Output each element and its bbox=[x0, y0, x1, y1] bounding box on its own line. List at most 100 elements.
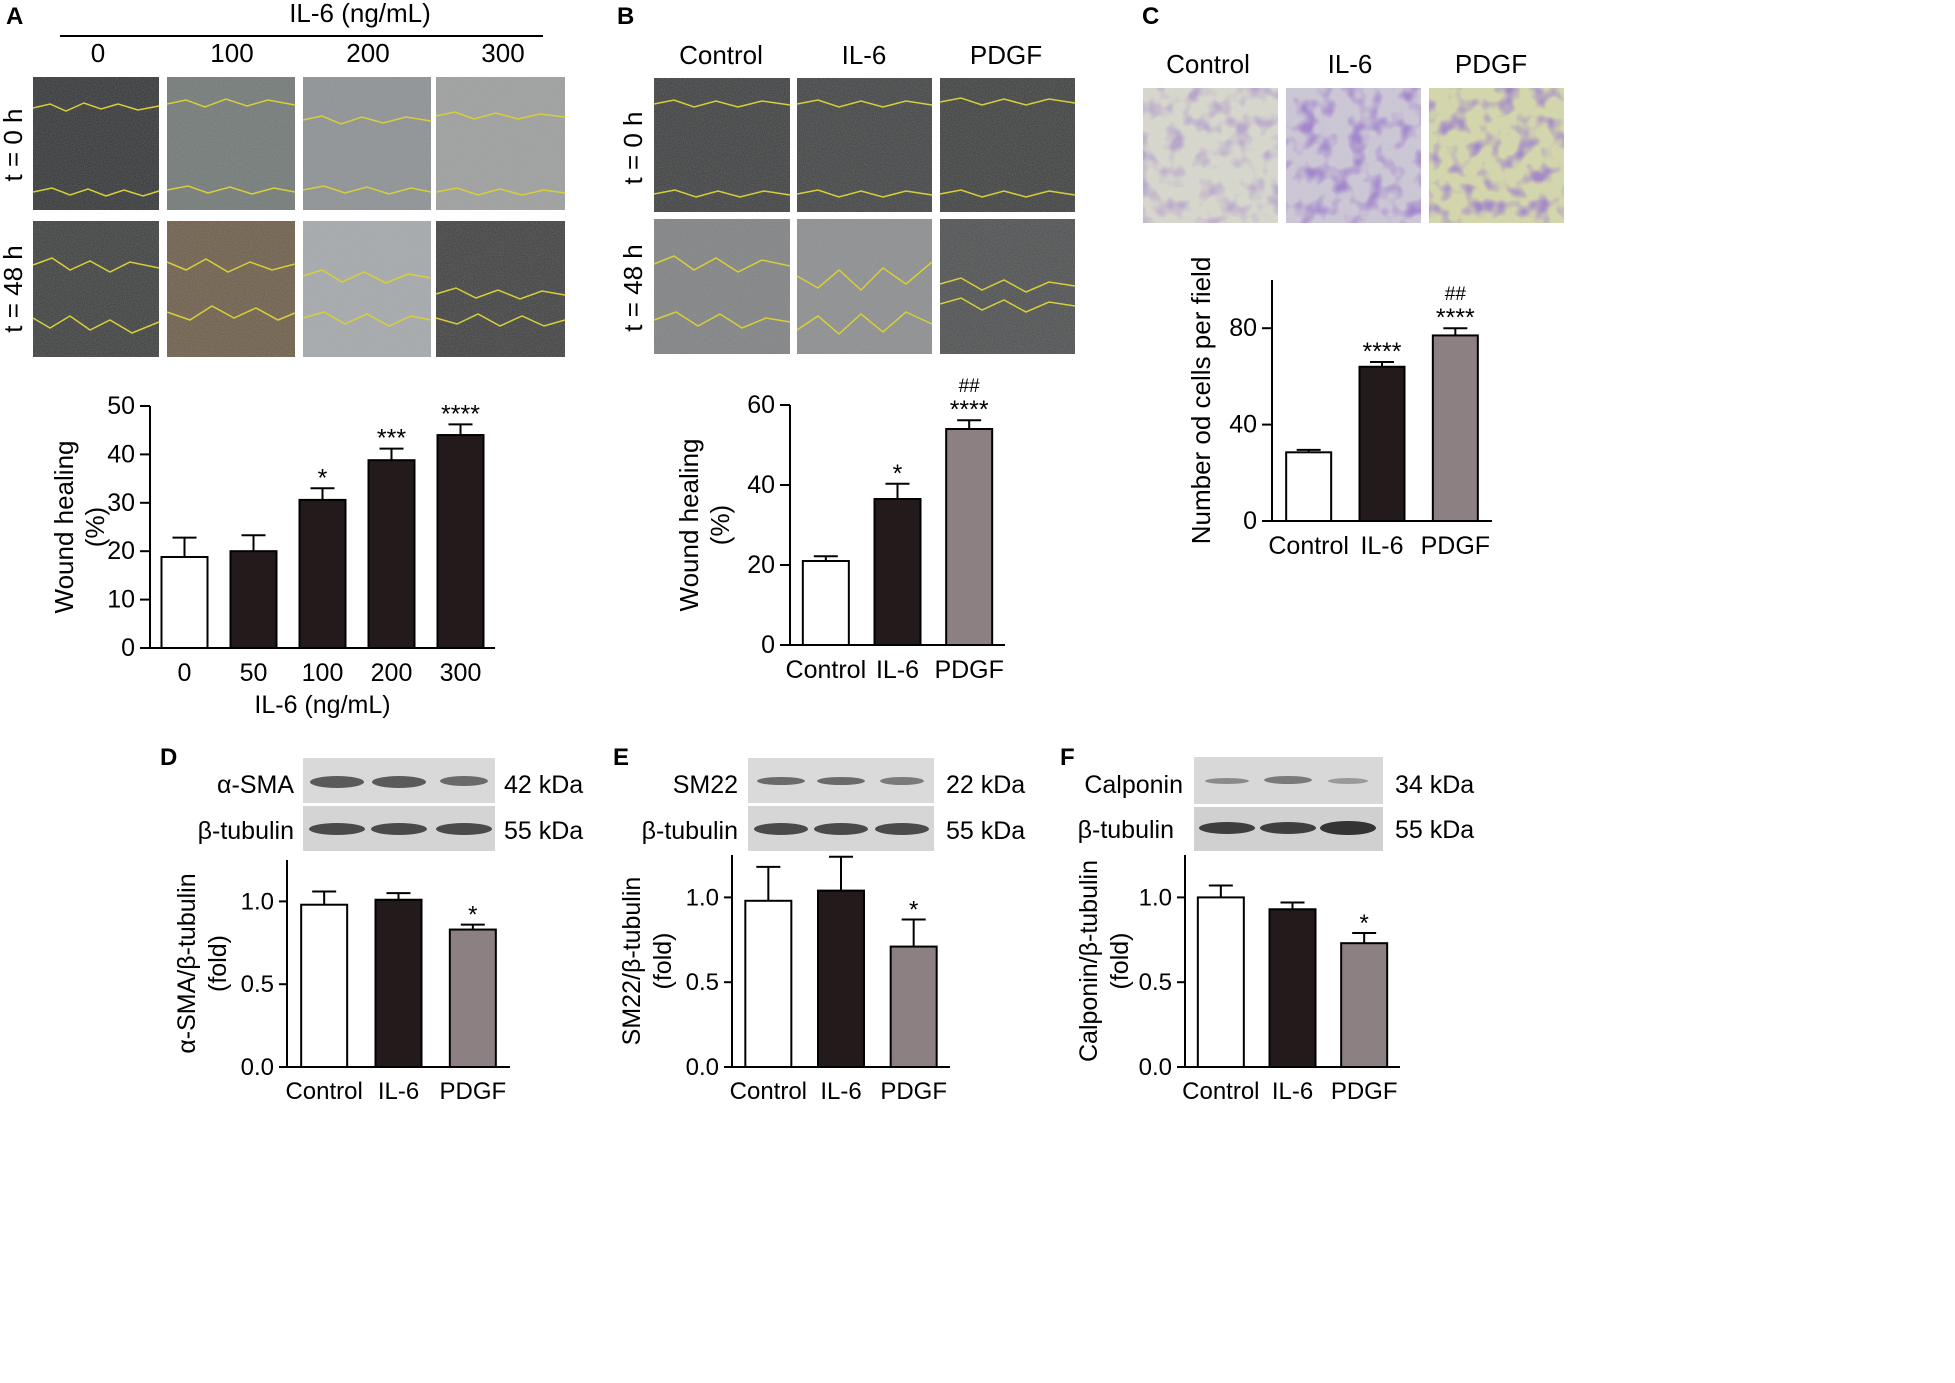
panel-c-col-3: PDGF bbox=[1455, 49, 1527, 79]
y-axis-label: (fold) bbox=[1106, 933, 1134, 990]
micrograph-a-0h-200 bbox=[302, 77, 432, 210]
y-tick-label: 20 bbox=[747, 551, 775, 579]
blot-band bbox=[875, 823, 929, 835]
blot-band bbox=[440, 776, 488, 786]
x-tick-label: Control bbox=[786, 656, 867, 684]
x-tick-label: PDGF bbox=[880, 1078, 947, 1105]
micrograph-b-48h-control bbox=[653, 219, 791, 354]
bar bbox=[1196, 896, 1245, 1069]
x-tick-label: 300 bbox=[440, 659, 482, 687]
micrograph-b-48h-pdgf bbox=[939, 219, 1076, 354]
y-tick-label: 40 bbox=[1229, 411, 1257, 439]
micrograph-b-0h-control bbox=[653, 78, 791, 212]
bar bbox=[1358, 365, 1406, 523]
y-axis-label: Wound healing bbox=[49, 441, 79, 614]
x-tick-label: PDGF bbox=[934, 656, 1003, 684]
chart-wound-healing-dose: 0 10 20 30 40 50 0 50 100 * 200 *** 300 **** Wound hea… bbox=[49, 392, 495, 719]
y-tick-label: 0 bbox=[1243, 507, 1257, 535]
bar bbox=[1431, 334, 1479, 522]
panel-c-col-1: Control bbox=[1166, 49, 1250, 79]
y-tick-label: 50 bbox=[107, 392, 135, 420]
x-tick-label: 50 bbox=[240, 659, 268, 687]
y-axis-label: Calponin/β-tubulin bbox=[1075, 860, 1103, 1062]
bar bbox=[1285, 451, 1333, 522]
micrograph-a-0h-300 bbox=[435, 77, 566, 210]
panel-b-row-2: t = 48 h bbox=[618, 244, 648, 331]
significance-label: * bbox=[893, 460, 903, 488]
blot-band bbox=[1205, 778, 1249, 784]
chart-sm22-ratio: 0.0 0.5 1.0 Control IL-6 PDGF * SM22/β-tubulin(… bbox=[618, 855, 950, 1105]
blot-e-label-1: SM22 bbox=[673, 771, 738, 799]
y-tick-label: 0 bbox=[761, 631, 775, 659]
western-blot-d: α-SMA β-tubulin 42 kDa 55 kDa bbox=[198, 758, 583, 851]
y-axis-label: Number od cells per field bbox=[1186, 257, 1216, 545]
blot-f-kda-2: 55 kDa bbox=[1395, 816, 1474, 844]
x-tick-label: IL-6 bbox=[820, 1078, 861, 1105]
chart-calponin-ratio: 0.0 0.5 1.0 Control IL-6 PDGF * Calponin/β-tubu… bbox=[1075, 855, 1400, 1105]
micrograph-b-48h-il6 bbox=[796, 219, 933, 354]
bar bbox=[298, 498, 347, 649]
x-tick-label: Control bbox=[1268, 532, 1349, 560]
panel-b-col-1: Control bbox=[679, 40, 763, 70]
bar bbox=[229, 550, 278, 650]
x-tick-label: Control bbox=[730, 1078, 807, 1105]
bar bbox=[436, 434, 485, 650]
micrograph-a-0h-0 bbox=[32, 77, 160, 210]
panel-a-col-3: 200 bbox=[346, 38, 389, 68]
panel-letter-e: E bbox=[613, 744, 629, 771]
micrograph-a-48h-300 bbox=[435, 221, 566, 357]
significance-label: * bbox=[318, 464, 328, 492]
significance-label-secondary: ## bbox=[959, 376, 981, 397]
y-axis-label: (fold) bbox=[204, 935, 232, 992]
x-tick-label: IL-6 bbox=[378, 1078, 419, 1105]
bar bbox=[873, 498, 922, 646]
blot-f-label-1: Calponin bbox=[1084, 771, 1183, 799]
panel-letter-f: F bbox=[1060, 744, 1075, 771]
blot-d-kda-2: 55 kDa bbox=[504, 817, 583, 845]
y-tick-label: 80 bbox=[1229, 314, 1257, 342]
panel-b-col-2: IL-6 bbox=[842, 40, 887, 70]
significance-label: **** bbox=[1436, 304, 1475, 332]
panel-c-col-2: IL-6 bbox=[1328, 49, 1373, 79]
y-tick-label: 0.0 bbox=[1139, 1054, 1172, 1081]
y-tick-label: 0 bbox=[121, 634, 135, 662]
panel-a-header: IL-6 (ng/mL) bbox=[289, 0, 431, 28]
blot-band bbox=[372, 776, 426, 788]
bar bbox=[300, 903, 349, 1068]
blot-band bbox=[880, 777, 924, 785]
y-tick-label: 0.0 bbox=[241, 1054, 274, 1081]
panel-b-col-3: PDGF bbox=[970, 40, 1042, 70]
blot-band bbox=[436, 823, 492, 835]
bar bbox=[801, 560, 850, 646]
panel-b-micrographs bbox=[653, 78, 1076, 354]
bar bbox=[160, 556, 209, 649]
blot-band bbox=[757, 777, 805, 785]
y-tick-label: 40 bbox=[107, 440, 135, 468]
western-blot-f: Calponin β-tubulin 34 kDa 55 kDa bbox=[1078, 757, 1474, 851]
significance-label: * bbox=[468, 902, 477, 929]
micrograph-b-0h-il6 bbox=[796, 78, 933, 212]
y-tick-label: 30 bbox=[107, 489, 135, 517]
panel-letter-b: B bbox=[617, 3, 634, 30]
bar bbox=[945, 428, 994, 646]
significance-label-secondary: ## bbox=[1445, 284, 1467, 305]
bar bbox=[367, 459, 416, 650]
panel-c-micrographs bbox=[1143, 88, 1564, 223]
x-tick-label: Control bbox=[1182, 1078, 1259, 1105]
x-tick-label: 100 bbox=[302, 659, 344, 687]
micrograph-c-pdgf bbox=[1429, 88, 1564, 223]
blot-e-kda-2: 55 kDa bbox=[946, 817, 1025, 845]
y-tick-label: 1.0 bbox=[686, 884, 719, 911]
blot-band bbox=[754, 823, 808, 835]
bar bbox=[817, 889, 865, 1069]
blot-band bbox=[1320, 821, 1376, 835]
significance-label: * bbox=[909, 896, 918, 923]
bar bbox=[1268, 908, 1317, 1068]
chart-wound-healing-treatment: 0 20 40 60 Control IL-6 * PDGF ****## Wound heali… bbox=[674, 376, 1005, 684]
bar bbox=[889, 945, 938, 1068]
y-axis-label: (fold) bbox=[649, 933, 677, 990]
x-tick-label: PDGF bbox=[439, 1078, 506, 1105]
blot-f-kda-1: 34 kDa bbox=[1395, 771, 1474, 799]
